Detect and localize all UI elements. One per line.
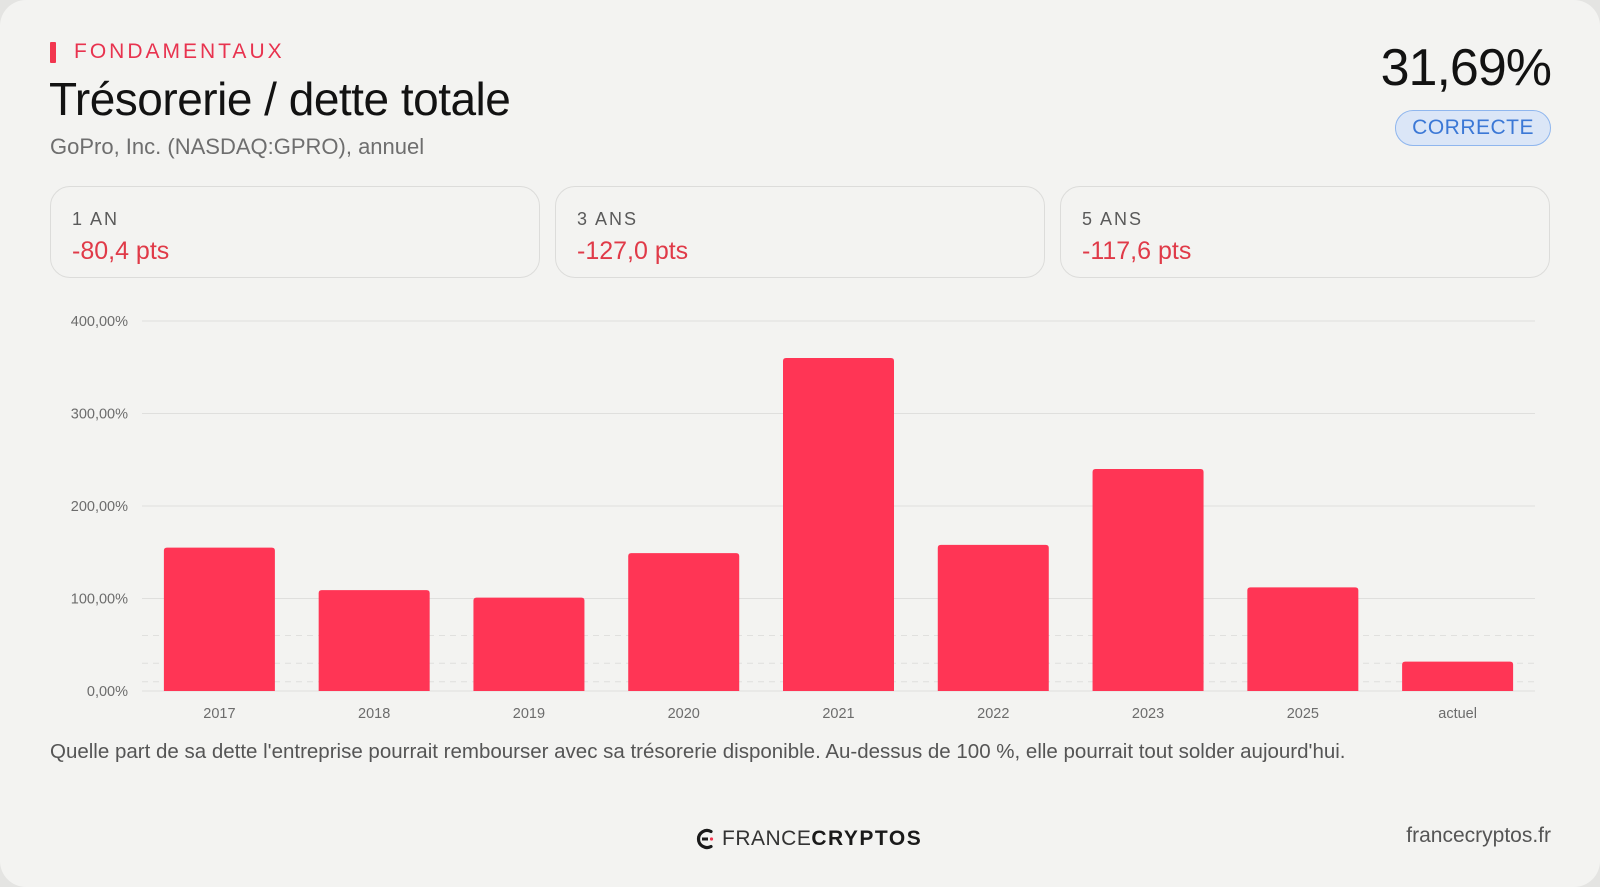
bar-2018[interactable] [318,590,430,691]
chart-description: Quelle part de sa dette l'entreprise pou… [50,740,1346,763]
y-tick-label: 100,00% [71,592,128,608]
x-tick-label: 2022 [977,706,1009,722]
current-value: 31,69% [1380,39,1552,97]
bar-2021[interactable] [783,358,894,691]
x-tick-label: actuel [1438,706,1477,722]
chart-bars [163,358,1514,691]
bar-2017[interactable] [163,547,275,691]
bar-2023[interactable] [1092,469,1204,691]
stat-card-3-ans: 3 ANS -127,0 pts [555,186,1045,278]
bar-2019[interactable] [473,597,585,691]
page-title: Trésorerie / dette totale [49,73,511,125]
y-tick-label: 400,00% [71,314,128,330]
section-eyebrow: FONDAMENTAUX [50,40,285,64]
accent-bar-icon [50,41,56,63]
y-tick-label: 300,00% [71,407,128,423]
brand-mark-icon [696,828,714,850]
stat-value: -117,6 pts [1082,237,1192,265]
x-tick-label: 2023 [1132,706,1164,722]
status-badge: CORRECTE [1395,110,1551,146]
stat-card-5-ans: 5 ANS -117,6 pts [1060,186,1550,278]
brand-name-light: FRANCE [722,827,812,850]
bar-2025[interactable] [1247,587,1359,691]
site-link[interactable]: francecryptos.fr [1406,824,1551,847]
x-tick-label: 2018 [358,706,390,722]
stat-label: 1 AN [72,209,120,229]
x-tick-label: 2020 [668,706,700,722]
stat-card-1-an: 1 AN -80,4 pts [50,186,540,278]
brand-logo: FRANCE CRYPTOS [694,827,922,851]
bar-2020[interactable] [628,553,740,691]
stat-value: -127,0 pts [577,237,689,265]
chart-labels: 0,00% 100,00% 200,00% 300,00% 400,00% 2017 201… [71,314,1477,722]
stat-label: 5 ANS [1082,209,1144,229]
x-tick-label: 2019 [513,706,545,722]
y-tick-label: 0,00% [87,684,128,700]
x-tick-label: 2021 [822,706,854,722]
x-tick-label: 2025 [1287,706,1319,722]
page-subtitle: GoPro, Inc. (NASDAQ:GPRO), annuel [50,134,425,159]
bar-2022[interactable] [937,544,1049,691]
brand-name-bold: CRYPTOS [811,827,923,850]
y-tick-label: 200,00% [71,499,128,515]
x-tick-label: 2017 [203,706,235,722]
stat-value: -80,4 pts [72,237,170,265]
bar-chart: 0,00% 100,00% 200,00% 300,00% 400,00% 2017 201… [71,314,1535,722]
stat-label: 3 ANS [577,209,639,229]
bar-actuel[interactable] [1402,661,1514,691]
eyebrow-label: FONDAMENTAUX [74,40,285,63]
